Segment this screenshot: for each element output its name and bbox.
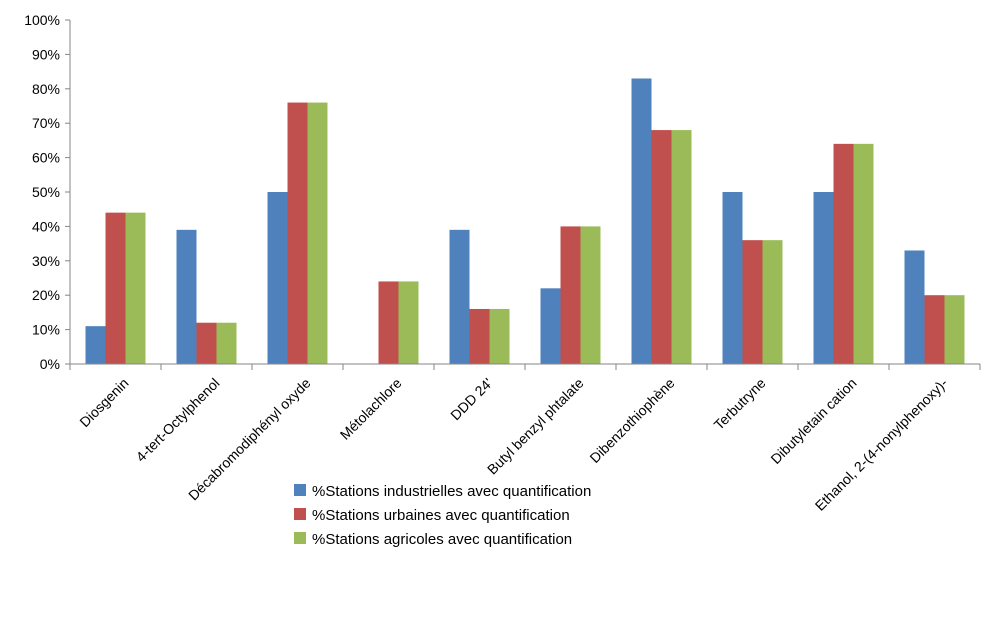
legend-label: %Stations agricoles avec quantification <box>312 531 572 548</box>
x-category-label: 4-tert-Octylphenol <box>133 375 223 465</box>
bar <box>722 192 743 364</box>
bar <box>742 240 763 364</box>
x-category-label: Dibutyletain cation <box>767 375 859 467</box>
bar <box>631 78 652 364</box>
bar <box>125 212 146 364</box>
legend-swatch <box>294 532 306 544</box>
y-tick-label: 20% <box>32 287 60 303</box>
y-axis: 0% 10% 20% 30% 40% 50% 60% 70% 80% 90% 100% <box>24 12 71 372</box>
y-tick-label: 60% <box>32 150 60 166</box>
bar <box>813 192 834 364</box>
legend-swatch <box>294 508 306 520</box>
bar <box>267 192 288 364</box>
bar <box>307 102 328 364</box>
bar <box>469 308 490 364</box>
bar <box>833 143 854 364</box>
bar <box>176 229 197 364</box>
x-category-label: Diosgenin <box>76 375 131 430</box>
y-tick-label: 90% <box>32 46 60 62</box>
bar <box>651 130 672 364</box>
x-category-label: Métolachlore <box>337 375 405 443</box>
bar <box>196 322 217 364</box>
y-tick-label: 10% <box>32 322 60 338</box>
bar <box>762 240 783 364</box>
bar <box>580 226 601 364</box>
bar <box>85 326 106 364</box>
bar <box>540 288 561 364</box>
legend-label: %Stations urbaines avec quantification <box>312 507 570 524</box>
y-tick-label: 30% <box>32 253 60 269</box>
y-tick-label: 0% <box>40 356 60 372</box>
x-category-label: Dibenzothiophène <box>586 375 677 466</box>
bar <box>287 102 308 364</box>
bar <box>671 130 692 364</box>
x-category-label: DDD 24' <box>447 375 495 423</box>
y-tick-label: 50% <box>32 184 60 200</box>
bar <box>105 212 126 364</box>
y-tick-label: 70% <box>32 115 60 131</box>
y-tick-label: 80% <box>32 81 60 97</box>
bar <box>944 295 965 364</box>
bar <box>560 226 581 364</box>
x-category-label: Butyl benzyl phtalate <box>484 375 587 478</box>
bar <box>378 281 399 364</box>
bar <box>398 281 419 364</box>
bar <box>904 250 925 364</box>
bar <box>489 308 510 364</box>
legend-swatch <box>294 484 306 496</box>
bar <box>216 322 237 364</box>
legend-label: %Stations industrielles avec quantificat… <box>312 483 591 500</box>
legend: %Stations industrielles avec quantificat… <box>294 483 591 548</box>
bar <box>853 143 874 364</box>
bars <box>85 78 965 364</box>
y-tick-label: 40% <box>32 218 60 234</box>
x-category-label: Terbutryne <box>711 375 769 433</box>
bar <box>449 229 470 364</box>
bar <box>924 295 945 364</box>
y-tick-label: 100% <box>24 12 60 28</box>
